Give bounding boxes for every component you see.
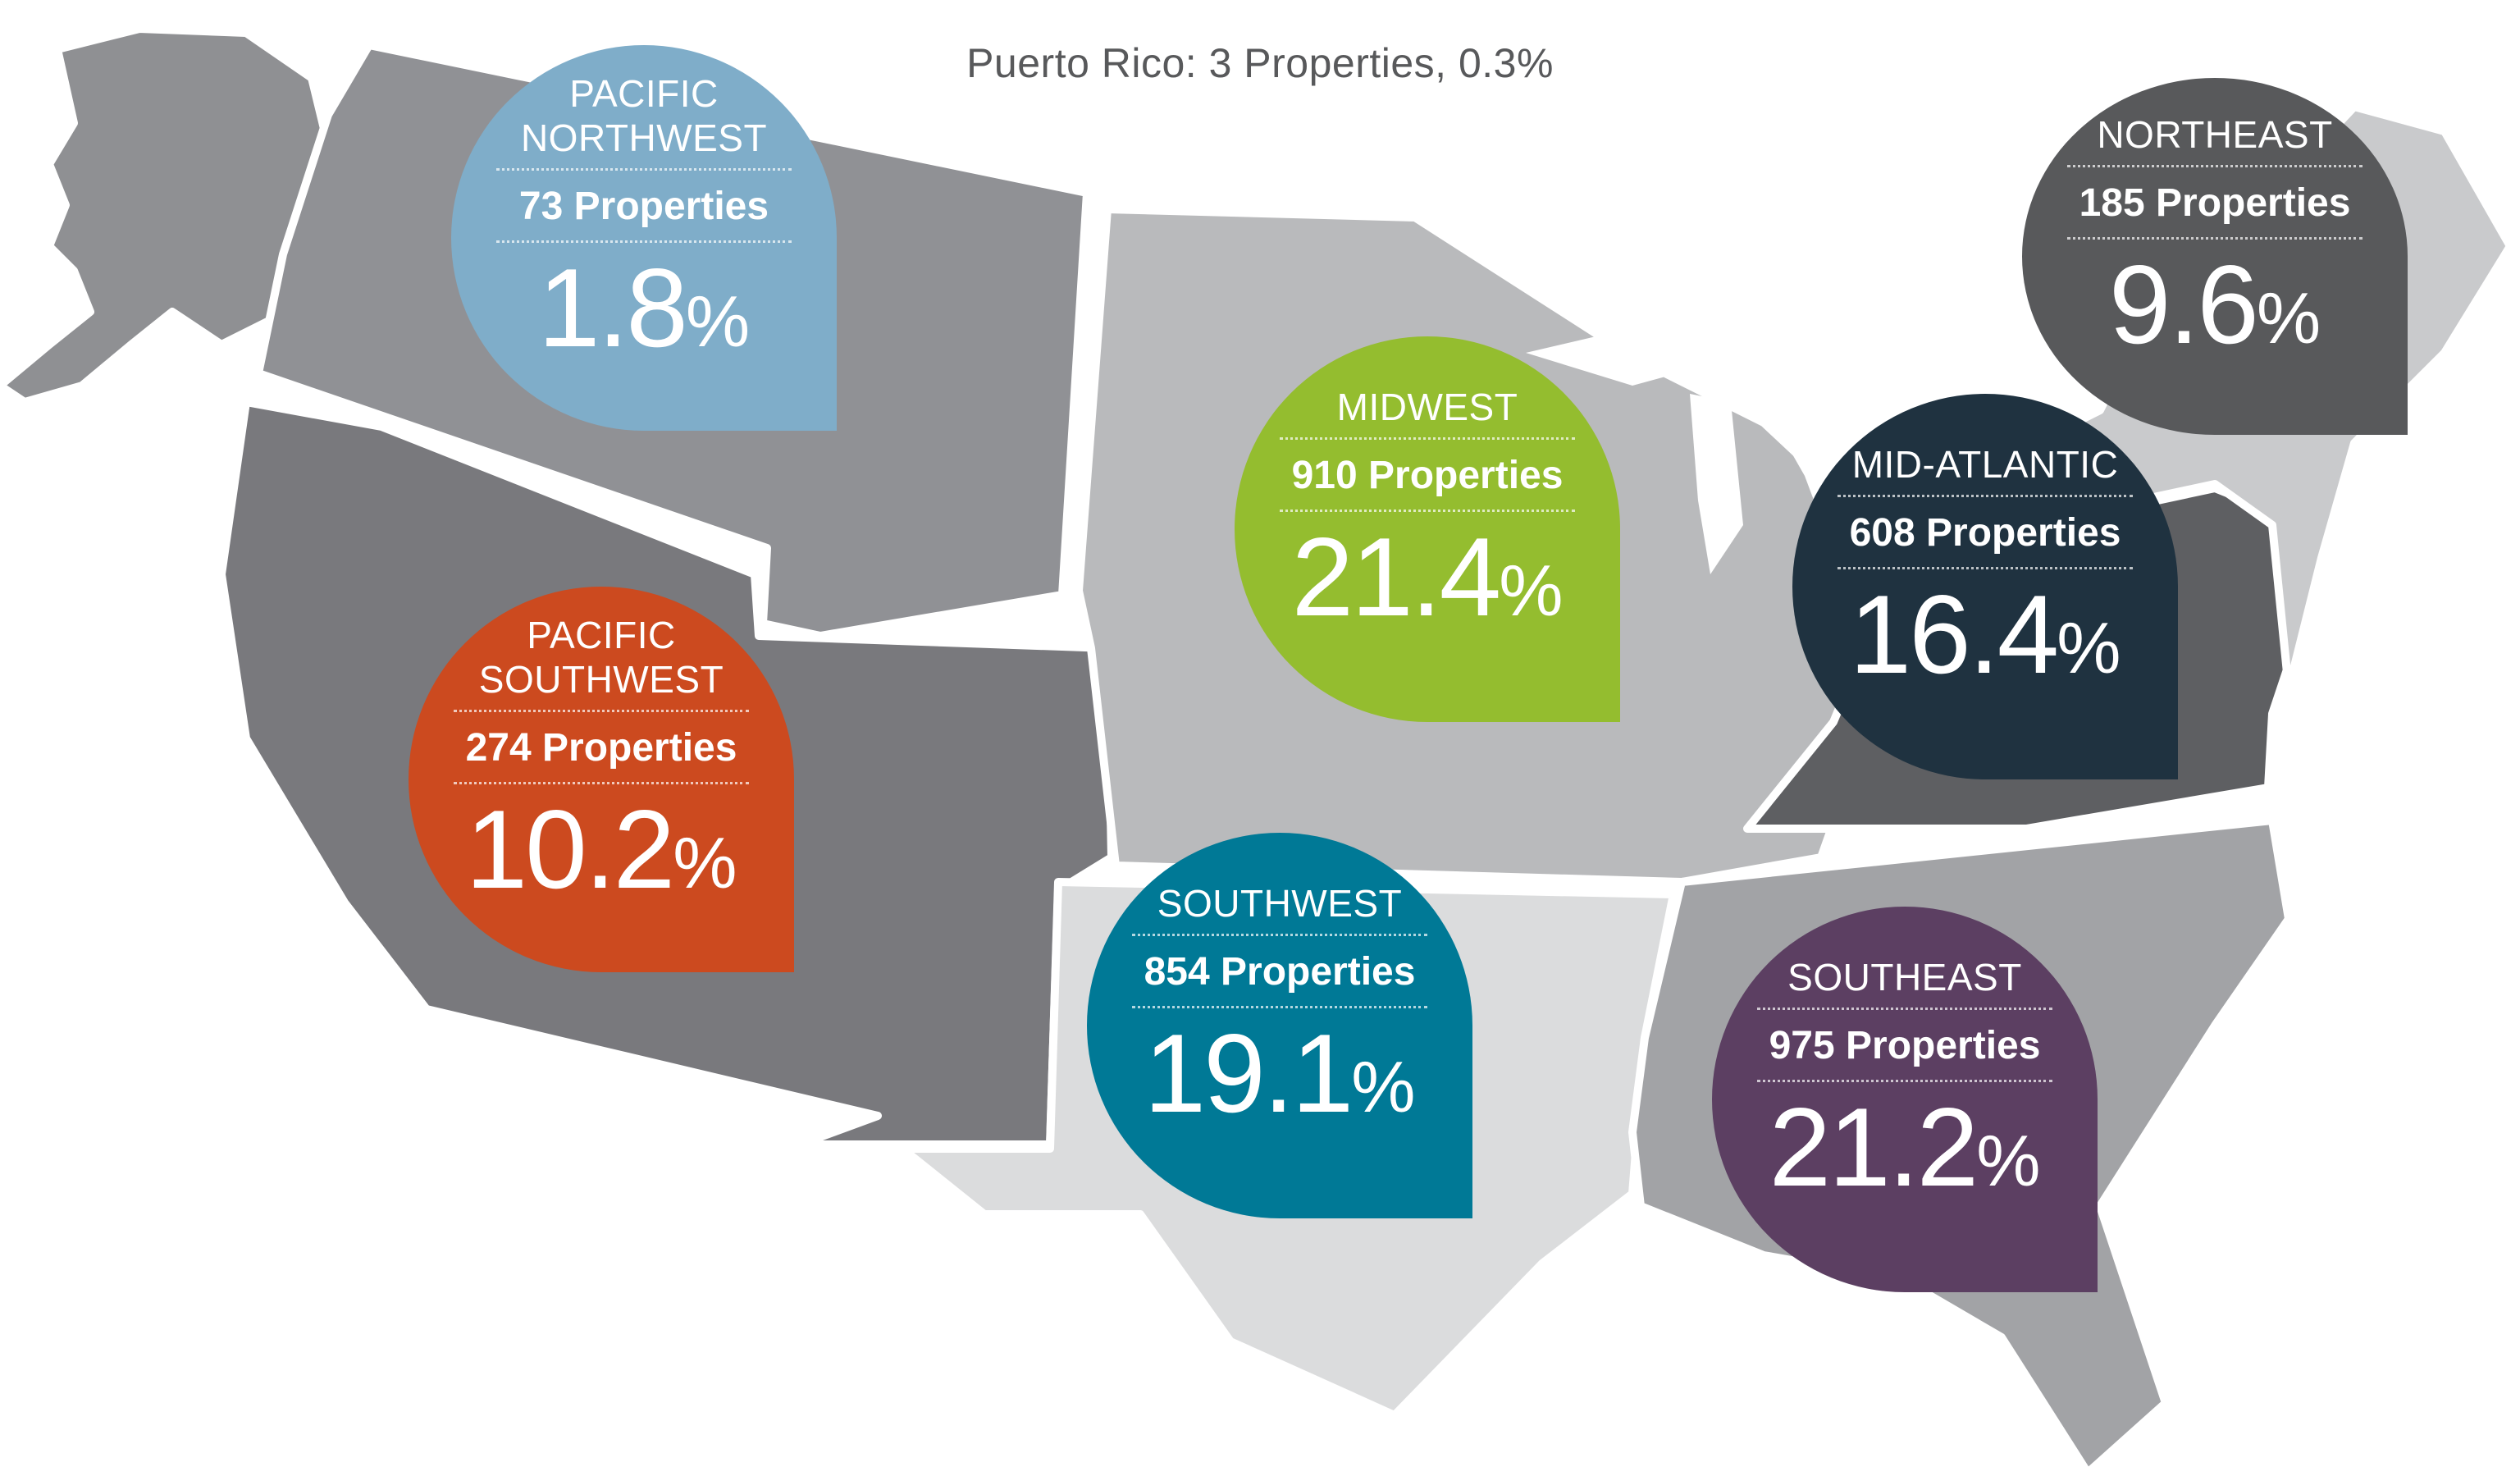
- property-count: 608 Properties: [1838, 495, 2133, 569]
- puerto-rico-caption: Puerto Rico: 3 Properties, 0.3%: [966, 40, 1554, 86]
- region-name: NORTHEAST: [2097, 112, 2333, 156]
- pacific-northwest-bubble: PACIFIC NORTHWEST 73 Properties 1.8%: [451, 45, 837, 431]
- percent-share: 16.4%: [1849, 572, 2121, 697]
- percent-share: 19.1%: [1144, 1011, 1416, 1136]
- property-count: 975 Properties: [1757, 1008, 2052, 1082]
- midwest-bubble: MIDWEST 910 Properties 21.4%: [1235, 336, 1620, 722]
- region-name: SOUTHEAST: [1787, 956, 2022, 998]
- property-count: 854 Properties: [1132, 934, 1427, 1008]
- percent-share: 9.6%: [2108, 241, 2321, 367]
- percent-share: 21.2%: [1769, 1085, 2041, 1209]
- property-count: 185 Properties: [2067, 164, 2362, 240]
- southeast-bubble: SOUTHEAST 975 Properties 21.2%: [1712, 907, 2098, 1292]
- pacific-southwest-bubble: PACIFIC SOUTHWEST 274 Properties 10.2%: [409, 587, 794, 972]
- property-count: 73 Properties: [496, 168, 792, 243]
- percent-share: 10.2%: [465, 787, 737, 912]
- southwest-bubble: SOUTHWEST 854 Properties 19.1%: [1087, 833, 1472, 1218]
- lake-michigan: [1690, 394, 1743, 574]
- lake-huron-erie: [1772, 418, 1952, 542]
- region-name: PACIFIC NORTHWEST: [520, 72, 768, 159]
- property-count: 910 Properties: [1280, 437, 1575, 512]
- mid-atlantic-bubble: MID-ATLANTIC 608 Properties 16.4%: [1792, 394, 2178, 779]
- percent-share: 1.8%: [537, 245, 751, 370]
- region-name: MIDWEST: [1336, 386, 1518, 428]
- northeast-bubble: NORTHEAST 185 Properties 9.6%: [2022, 78, 2408, 435]
- lake-superior: [1526, 324, 1723, 386]
- percent-share: 21.4%: [1291, 514, 1564, 639]
- region-name: MID-ATLANTIC: [1851, 443, 2119, 486]
- property-count: 274 Properties: [454, 710, 749, 784]
- region-name: PACIFIC SOUTHWEST: [478, 614, 724, 701]
- region-name: SOUTHWEST: [1157, 882, 1403, 925]
